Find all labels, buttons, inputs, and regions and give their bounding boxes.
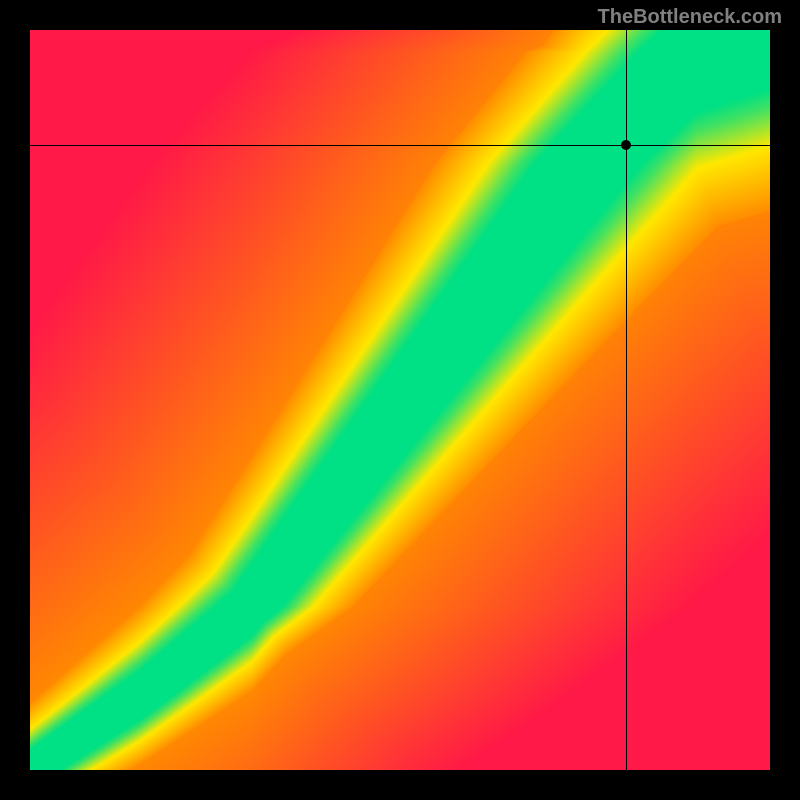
watermark-text: TheBottleneck.com [598, 6, 782, 29]
crosshair-marker [621, 140, 631, 150]
heatmap-plot [30, 30, 770, 770]
crosshair-horizontal [30, 145, 770, 146]
chart-container: TheBottleneck.com [0, 0, 800, 800]
heatmap-canvas [30, 30, 770, 770]
